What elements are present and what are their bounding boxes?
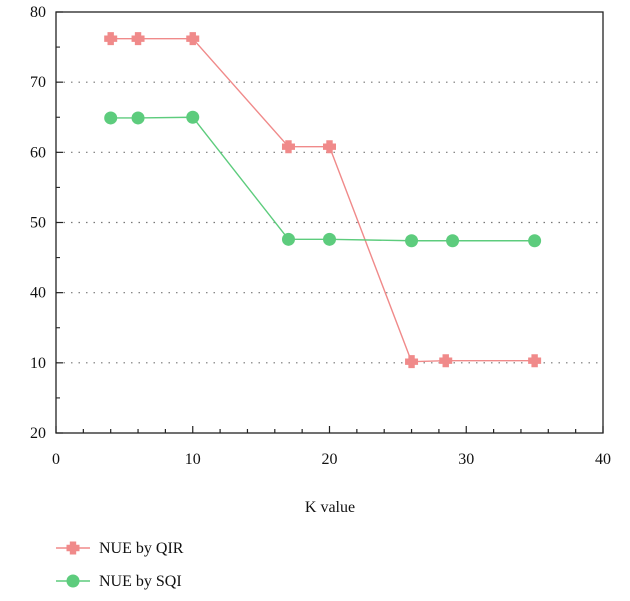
legend-label: NUE by SQI bbox=[99, 573, 182, 590]
x-tick-label: 20 bbox=[322, 451, 338, 468]
y-tick-label: 40 bbox=[30, 285, 46, 302]
series-line bbox=[110, 37, 535, 363]
data-point bbox=[446, 234, 460, 248]
tick-marks bbox=[55, 11, 604, 434]
legend-marker bbox=[66, 541, 80, 555]
data-point bbox=[528, 354, 542, 368]
legend-label: NUE by QIR bbox=[99, 540, 184, 557]
data-point bbox=[323, 232, 336, 246]
x-tick-label: 40 bbox=[595, 451, 611, 468]
y-tick-label: 10 bbox=[30, 355, 46, 372]
data-point bbox=[131, 111, 145, 125]
series-layer bbox=[104, 32, 542, 369]
data-point bbox=[104, 111, 118, 125]
data-point bbox=[405, 355, 419, 369]
x-tick-label: 30 bbox=[458, 451, 474, 468]
data-point bbox=[104, 32, 118, 46]
x-tick-labels: 0 10 20 30 40 bbox=[52, 451, 611, 468]
legend-marker bbox=[66, 574, 80, 588]
data-point bbox=[323, 140, 336, 154]
x-tick-label: 0 bbox=[52, 451, 60, 468]
legend-item: NUE by QIR bbox=[56, 540, 184, 557]
y-tick-label: 50 bbox=[30, 215, 46, 232]
legend: NUE by QIR NUE by SQI bbox=[56, 540, 184, 590]
data-point bbox=[186, 32, 200, 46]
y-tick-label: 70 bbox=[30, 74, 46, 91]
x-tick-label: 10 bbox=[185, 451, 201, 468]
x-axis-title: K value bbox=[305, 499, 355, 516]
plot-frame bbox=[55, 11, 604, 434]
data-point bbox=[131, 32, 145, 46]
data-point bbox=[186, 110, 200, 124]
y-tick-label: 20 bbox=[30, 425, 46, 442]
data-point bbox=[528, 234, 542, 248]
data-point bbox=[439, 354, 453, 368]
y-tick-label: 80 bbox=[30, 4, 46, 21]
data-point bbox=[281, 232, 295, 246]
grid-lines bbox=[56, 81, 603, 364]
series-2 bbox=[104, 110, 542, 248]
series-line bbox=[110, 116, 535, 242]
legend-item: NUE by SQI bbox=[56, 573, 182, 590]
y-tick-labels: 80 70 60 50 40 10 20 bbox=[30, 4, 46, 442]
data-point bbox=[281, 140, 295, 154]
y-tick-label: 60 bbox=[30, 144, 46, 161]
series-1 bbox=[104, 32, 542, 369]
axes bbox=[55, 11, 604, 434]
data-point bbox=[405, 234, 419, 248]
